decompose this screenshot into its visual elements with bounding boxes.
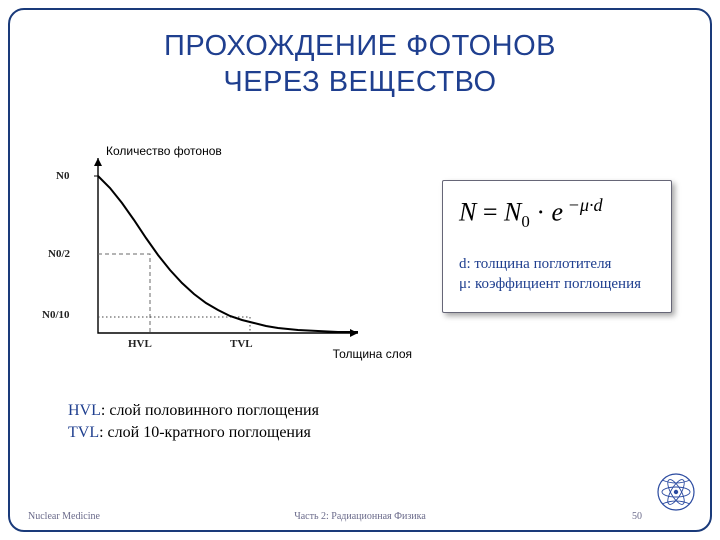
- ytick-n0: N0: [56, 170, 69, 182]
- tvl-desc: : слой 10-кратного поглощения: [99, 424, 311, 441]
- footer-center: Часть 2: Радиационная Физика: [294, 511, 426, 522]
- definitions: HVL: слой половинного поглощения TVL: сл…: [68, 400, 319, 445]
- legend-mu: μ: коэффициент поглощения: [459, 274, 655, 294]
- slide-frame: ПРОХОЖДЕНИЕ ФОТОНОВ ЧЕРЕЗ ВЕЩЕСТВО Колич…: [8, 8, 712, 532]
- chart-svg: [88, 148, 388, 358]
- y-arrow-icon: [94, 158, 102, 166]
- ytick-n0-2: N0/2: [48, 248, 70, 260]
- tvl-guide: [98, 317, 250, 333]
- title-line-1: ПРОХОЖДЕНИЕ ФОТОНОВ: [164, 30, 556, 62]
- attenuation-chart: Количество фотонов N0 N0/2 N0/10 HVL TVL…: [88, 148, 388, 358]
- footer-left: Nuclear Medicine: [28, 511, 100, 522]
- attenuation-formula: N = N0 · e −μ·d: [459, 195, 655, 232]
- formula-box: N = N0 · e −μ·d d: толщина поглотителя μ…: [442, 180, 672, 313]
- xtick-tvl: TVL: [230, 338, 253, 350]
- footer-page-number: 50: [632, 511, 642, 522]
- formula-legend: d: толщина поглотителя μ: коэффициент по…: [459, 254, 655, 295]
- tvl-definition: TVL: слой 10-кратного поглощения: [68, 422, 319, 444]
- chart-x-axis-label: Толщина слоя: [333, 347, 412, 361]
- ytick-n0-10: N0/10: [42, 309, 70, 321]
- hvl-desc: : слой половинного поглощения: [101, 402, 319, 419]
- hvl-guide: [98, 254, 150, 333]
- slide-title: ПРОХОЖДЕНИЕ ФОТОНОВ ЧЕРЕЗ ВЕЩЕСТВО: [10, 10, 710, 101]
- title-line-2: ЧЕРЕЗ ВЕЩЕСТВО: [223, 66, 496, 98]
- iaea-logo-icon: [656, 472, 696, 512]
- hvl-term: HVL: [68, 402, 101, 419]
- legend-d: d: толщина поглотителя: [459, 254, 655, 274]
- tvl-term: TVL: [68, 424, 99, 441]
- xtick-hvl: HVL: [128, 338, 152, 350]
- slide-footer: Nuclear Medicine Часть 2: Радиационная Ф…: [10, 511, 710, 522]
- chart-axes: [98, 158, 358, 333]
- hvl-definition: HVL: слой половинного поглощения: [68, 400, 319, 422]
